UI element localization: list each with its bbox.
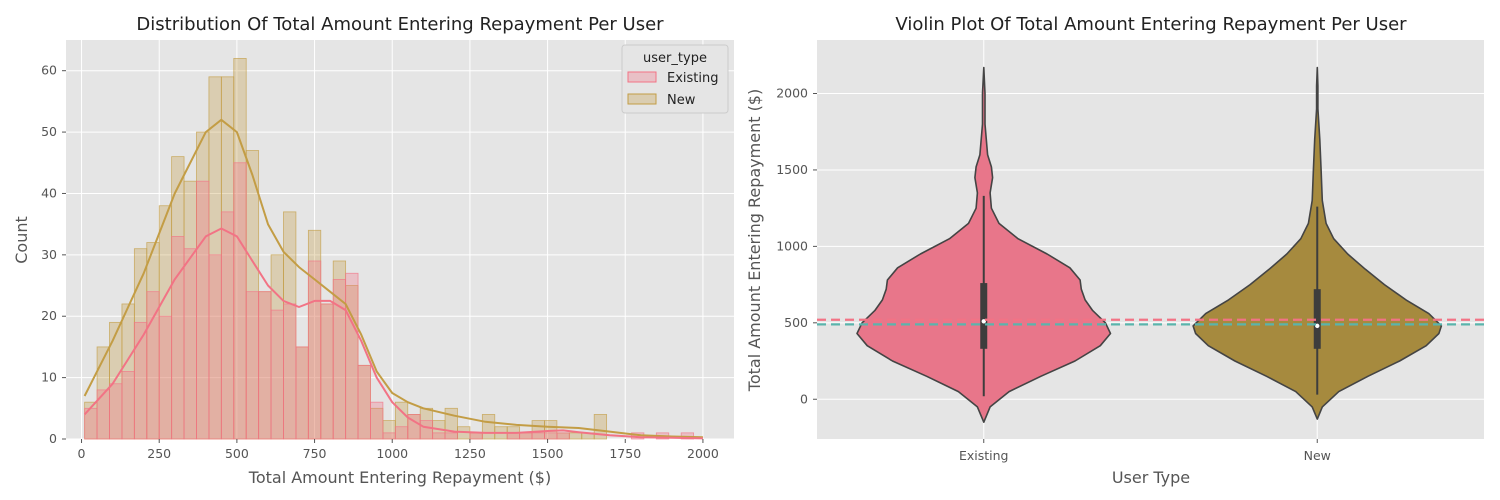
histogram-bar	[444, 432, 458, 440]
histogram-bar	[357, 364, 371, 440]
histogram-x-tick-label: 750	[303, 446, 327, 461]
histogram-bar	[382, 432, 396, 440]
histogram-y-tick-label: 60	[41, 63, 57, 78]
violin-shapes	[856, 66, 1443, 423]
histogram-bar	[121, 371, 135, 440]
violin-y-tick-label: 2000	[776, 86, 808, 101]
histogram-bar	[593, 414, 608, 440]
histogram-bar	[544, 432, 558, 440]
histogram-bar	[568, 432, 583, 440]
histogram-kde-lines	[83, 118, 703, 440]
histogram-bar	[208, 254, 222, 440]
violin-x-ticks: Existing New	[959, 439, 1331, 463]
violin-iqr-box	[1313, 289, 1321, 349]
histogram-bar	[469, 432, 483, 440]
histogram-bar	[183, 248, 197, 440]
violin-x-tick-label: New	[1304, 448, 1331, 463]
histogram-series-existing	[84, 162, 695, 440]
violin-new	[1192, 66, 1443, 420]
violin-chart: Existing New 0 500 1000 1500 2000 Violin Plot…	[745, 14, 1484, 487]
violin-y-ticks: 0 500 1000 1500 2000	[776, 86, 817, 406]
legend-label-new: New	[667, 93, 696, 108]
legend-swatch-new	[627, 93, 657, 105]
histogram-y-tick-label: 30	[41, 247, 57, 262]
violin-median-marker	[981, 319, 986, 324]
histogram-y-tick-label: 40	[41, 185, 57, 200]
histogram-bar	[432, 432, 446, 440]
histogram-x-tick-label: 1500	[532, 446, 564, 461]
histogram-y-tick-label: 50	[41, 124, 57, 139]
histogram-x-ticks: 0 250 500 750 1000 1250 1500 1750 2000	[78, 439, 719, 461]
violin-median-marker	[1315, 323, 1320, 329]
legend-label-existing: Existing	[667, 71, 719, 86]
histogram-bar	[419, 420, 434, 440]
histogram-y-tick-label: 20	[41, 308, 57, 323]
histogram-bar	[283, 303, 297, 440]
histogram-bar	[307, 260, 322, 440]
violin-iqr-box	[980, 283, 988, 349]
histogram-bar	[196, 180, 210, 440]
histogram-title: Distribution Of Total Amount Entering Re…	[136, 14, 664, 35]
histogram-chart: 0 250 500 750 1000 1250 1500 1750 2000 0 10 20 30 40…	[12, 14, 734, 487]
violin-x-label: User Type	[1112, 468, 1190, 487]
histogram-y-tick-label: 10	[41, 370, 57, 385]
histogram-bar	[519, 432, 533, 440]
histogram-bar	[245, 291, 260, 440]
histogram-x-label: Total Amount Entering Repayment ($)	[248, 468, 551, 487]
histogram-y-ticks: 0 10 20 30 40 50 60	[41, 63, 66, 446]
histogram-bar	[220, 211, 235, 440]
histogram-bar	[481, 414, 496, 440]
histogram-bar	[531, 432, 545, 440]
histogram-bar	[295, 346, 309, 440]
histogram-x-tick-label: 0	[78, 446, 86, 461]
histogram-x-tick-label: 1750	[609, 446, 641, 461]
legend-title: user_type	[643, 51, 707, 66]
kde-line-new	[83, 118, 703, 439]
violin-title: Violin Plot Of Total Amount Entering Rep…	[895, 14, 1407, 35]
histogram-series-new	[84, 58, 608, 440]
histogram-x-tick-label: 250	[147, 446, 171, 461]
histogram-legend: user_type Existing New	[621, 44, 729, 114]
histogram-bar	[556, 432, 570, 440]
violin-existing	[856, 66, 1112, 423]
histogram-bars	[84, 58, 695, 440]
histogram-x-tick-label: 500	[225, 446, 249, 461]
histogram-bar	[258, 291, 272, 440]
violin-y-tick-label: 1000	[776, 238, 808, 253]
kde-line-existing	[83, 227, 703, 440]
violin-y-label: Total Amount Entering Repayment ($)	[745, 89, 764, 392]
histogram-bar	[158, 315, 173, 440]
violin-plot-area	[817, 40, 1484, 439]
violin-x-tick-label: Existing	[959, 448, 1009, 463]
histogram-bar	[394, 426, 409, 440]
histogram-bar	[370, 401, 384, 440]
histogram-bar	[146, 291, 160, 440]
histogram-bar	[345, 272, 359, 440]
histogram-bar	[320, 303, 334, 440]
histogram-bar	[270, 309, 284, 440]
violin-y-tick-label: 0	[800, 391, 808, 406]
histogram-x-tick-label: 1000	[376, 446, 408, 461]
histogram-y-tick-label: 0	[49, 431, 57, 446]
histogram-bar	[109, 383, 123, 440]
histogram-bar	[171, 236, 185, 440]
histogram-x-tick-label: 2000	[687, 446, 719, 461]
legend-swatch-existing	[627, 71, 657, 83]
histogram-y-label: Count	[12, 216, 31, 264]
legend-box	[621, 44, 729, 114]
violin-y-tick-label: 1500	[776, 162, 808, 177]
histogram-x-tick-label: 1250	[454, 446, 486, 461]
violin-y-tick-label: 500	[784, 315, 808, 330]
histogram-bar	[233, 162, 247, 440]
